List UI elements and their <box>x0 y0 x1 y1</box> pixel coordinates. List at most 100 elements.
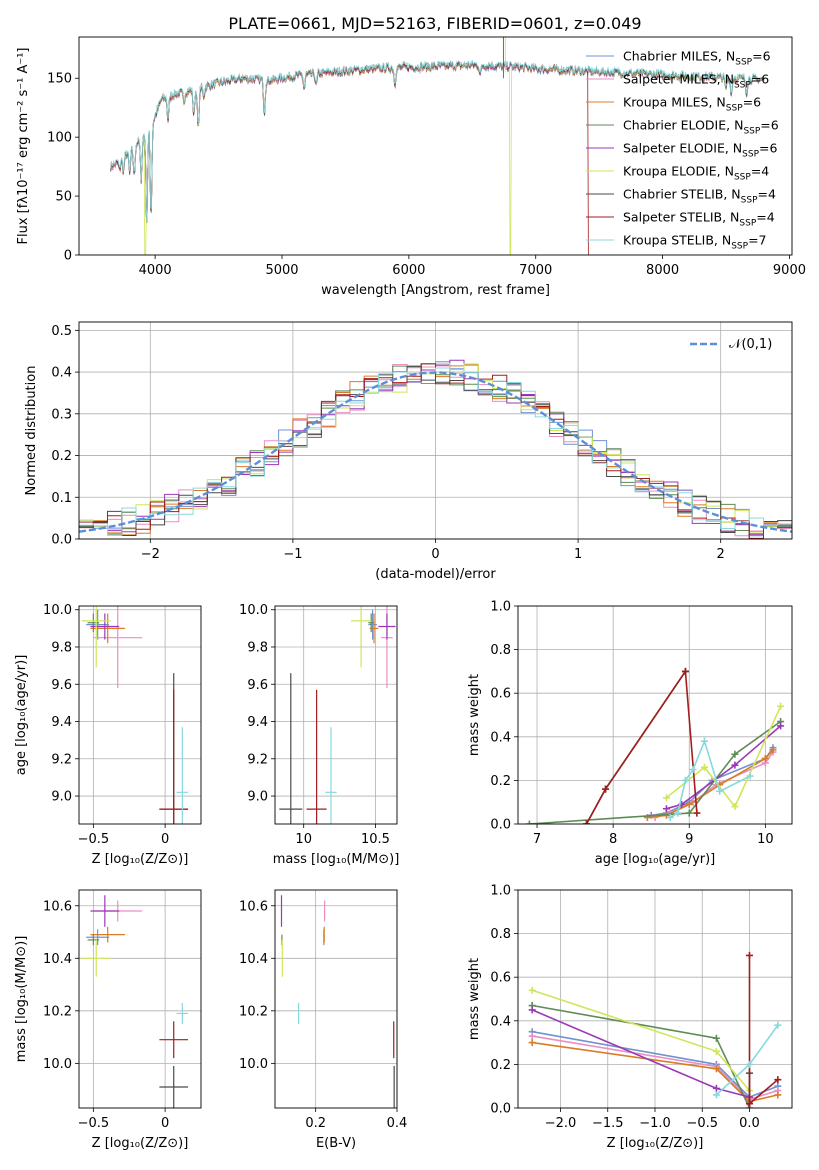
x-tick-label: 0 <box>431 547 439 562</box>
y-tick-label: 0.4 <box>490 1014 511 1029</box>
series-marker-kroupa-stelib <box>746 772 754 780</box>
legend-subscript: SSP <box>735 58 752 68</box>
y-tick-label: 9.6 <box>51 678 72 693</box>
y-tick-label: 100 <box>47 131 72 146</box>
y-axis-label: mass [log₁₀(M/M⊙)] <box>14 936 29 1063</box>
series-line-salpeter-elodie <box>666 725 782 810</box>
y-tick-label: 1.0 <box>490 600 511 615</box>
series-marker-kroupa-stelib <box>712 1091 720 1099</box>
y-tick-label: 0.2 <box>490 774 511 789</box>
legend-label: Salpeter STELIB, N <box>623 210 739 225</box>
legend-subscript: SSP <box>743 127 760 137</box>
series-marker-salpeter-stelib <box>745 951 753 959</box>
legend-suffix: =6 <box>760 118 778 133</box>
legend-entry-kroupa-stelib: Kroupa STELIB, NSSP=7 <box>623 233 767 252</box>
y-tick-label: 0.0 <box>490 1102 511 1117</box>
legend-subscript: SSP <box>734 173 751 183</box>
series-marker-kroupa-miles <box>528 1039 536 1047</box>
series-marker-kroupa-stelib <box>674 809 682 817</box>
y-tick-label: 0 <box>64 249 72 264</box>
x-tick-label: 7000 <box>519 263 552 278</box>
legend-label: Chabrier ELODIE, N <box>623 118 743 133</box>
y-tick-label: 0.3 <box>51 407 72 422</box>
legend-entry-salpeter-stelib: Salpeter STELIB, NSSP=4 <box>623 210 775 229</box>
series-marker-salpeter-stelib <box>681 667 689 675</box>
y-tick-label: 9.6 <box>247 678 268 693</box>
legend-subscript: SSP <box>734 81 751 91</box>
series-line-kroupa-stelib <box>715 1024 779 1096</box>
plot-area <box>525 667 785 824</box>
x-tick-label: 10.5 <box>361 832 390 847</box>
x-axis-label: Z [log₁₀(Z/Z⊙)] <box>92 852 189 867</box>
series-marker-salpeter-elodie <box>777 722 785 730</box>
legend-entry-salpeter-elodie: Salpeter ELODIE, NSSP=6 <box>623 141 778 160</box>
series-marker-kroupa-miles <box>774 1091 782 1099</box>
series-marker-salpeter-stelib <box>602 785 610 793</box>
y-tick-label: 10.4 <box>43 952 72 967</box>
x-axis-label: Z [log₁₀(Z/Z⊙)] <box>607 1136 704 1151</box>
panel-residual-histogram: −2 −1 0 1 2 0.0 0.1 0.2 0.3 0.4 0.5 (data-model)/er… <box>24 321 793 582</box>
x-axis-label: wavelength [Angstrom, rest frame] <box>321 283 550 298</box>
y-tick-label: 0.4 <box>51 366 72 381</box>
plot-area <box>110 37 765 255</box>
legend-label: Chabrier STELIB, N <box>623 187 741 202</box>
axes-frame <box>78 321 793 540</box>
x-tick-label: −0.5 <box>686 1116 718 1131</box>
panel-mass-vs-ebv: 0.2 0.4 10.0 10.2 10.4 10.6 E(B-V) <box>239 889 407 1151</box>
grid-lines <box>79 890 201 1108</box>
x-tick-label: 0 <box>161 832 169 847</box>
x-tick-label: −0.5 <box>78 832 110 847</box>
y-tick-label: 10.0 <box>43 603 72 618</box>
y-tick-label: 0.1 <box>51 491 72 506</box>
panel-mass-weight-vs-Z: −2.0 −1.5 −1.0 −0.5 0.0 0.0 0.2 0.4 0.6 0.8 1.0 Z [… <box>467 884 793 1151</box>
series-marker-salpeter-stelib <box>583 820 590 824</box>
axes-frame <box>517 605 793 825</box>
y-axis-label: mass weight <box>467 958 482 1040</box>
series-marker-kroupa-elodie <box>662 794 670 802</box>
legend-subscript: SSP <box>742 150 759 160</box>
legend-subscript: SSP <box>726 104 743 114</box>
spectrum-line-kroupa-stelib <box>110 59 765 220</box>
grid-lines <box>79 606 201 824</box>
y-tick-label: 9.4 <box>51 715 72 730</box>
y-tick-label: 9.8 <box>51 640 72 655</box>
x-axis-label: age [log₁₀(age/yr)] <box>595 852 716 867</box>
y-tick-label: 0.6 <box>490 687 511 702</box>
y-tick-label: 1.0 <box>490 884 511 899</box>
spectrum-line-salpeter-stelib <box>110 59 589 255</box>
series-marker-kroupa-elodie <box>700 763 708 771</box>
series-marker-salpeter-elodie <box>712 1084 720 1092</box>
y-tick-label: 9.8 <box>247 640 268 655</box>
plot-area <box>79 359 792 539</box>
series-marker-kroupa-miles <box>769 746 777 754</box>
axes-frame <box>78 889 202 1109</box>
spectrum-line-salpeter-elodie <box>110 60 765 222</box>
x-tick-label: 9 <box>685 832 693 847</box>
x-tick-label: −1.0 <box>639 1116 671 1131</box>
histogram-chabrier-miles <box>79 361 792 537</box>
x-tick-label: 8 <box>609 832 617 847</box>
legend-label: Salpeter ELODIE, N <box>623 141 742 156</box>
x-tick-label: 8000 <box>646 263 679 278</box>
y-tick-label: 10.0 <box>239 603 268 618</box>
legend-label: Kroupa MILES, N <box>623 95 726 110</box>
x-axis-label: (data-model)/error <box>375 567 496 582</box>
histogram-kroupa-stelib <box>79 367 792 536</box>
legend-suffix: =6 <box>752 49 770 64</box>
x-tick-label: 4000 <box>139 263 172 278</box>
series-marker-salpeter-miles <box>528 1032 536 1040</box>
series-marker-chabrier-elodie <box>731 750 739 758</box>
normal-curve <box>79 371 792 533</box>
y-tick-label: 50 <box>55 190 72 205</box>
legend: 𝒩(0,1) <box>690 337 772 352</box>
x-tick-label: −2.0 <box>545 1116 577 1131</box>
legend-subscript: SSP <box>739 219 756 229</box>
series-marker-kroupa-miles <box>685 800 693 808</box>
series-marker-salpeter-elodie <box>662 805 670 813</box>
y-tick-label: 150 <box>47 72 72 87</box>
x-tick-label: 10 <box>295 832 312 847</box>
series-marker-kroupa-miles <box>761 755 769 763</box>
legend-entry-normal: 𝒩(0,1) <box>729 337 772 352</box>
y-tick-label: 9.4 <box>247 715 268 730</box>
y-tick-label: 9.2 <box>247 752 268 767</box>
